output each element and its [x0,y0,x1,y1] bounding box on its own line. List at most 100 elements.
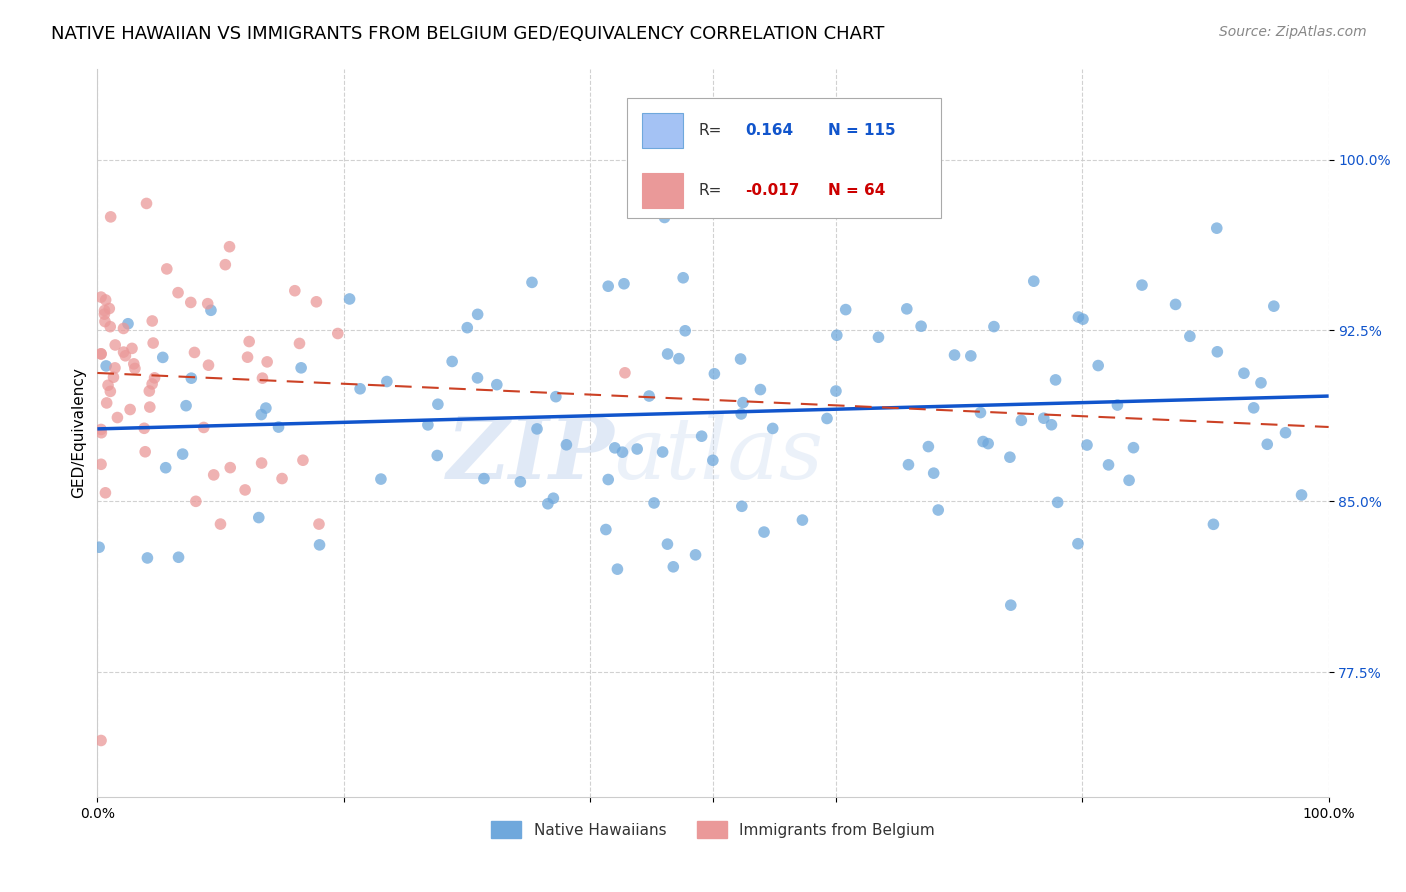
Point [183,345,205,359]
Text: NATIVE HAWAIIAN VS IMMIGRANTS FROM BELGIUM GED/EQUIVALENCY CORRELATION CHART: NATIVE HAWAIIAN VS IMMIGRANTS FROM BELGI… [51,25,884,43]
Point [141,314,163,328]
Point [288,336,311,351]
Point [1243,401,1265,415]
Point [134,421,156,435]
Point [638,389,661,403]
Point [673,324,696,338]
Point [375,375,398,389]
Point [731,395,754,409]
Point [254,401,277,415]
Point [1040,417,1063,432]
Point [654,211,676,225]
Point [197,296,219,310]
Point [155,460,177,475]
Point [156,261,179,276]
Text: R=: R= [699,123,721,138]
Point [922,466,945,480]
Point [467,371,489,385]
Point [1256,437,1278,451]
Point [94,359,117,373]
Point [93,303,115,318]
Point [537,497,560,511]
Point [291,453,314,467]
Point [972,434,994,449]
Point [1202,517,1225,532]
Point [339,292,361,306]
Point [1130,278,1153,293]
Point [180,295,202,310]
Point [910,319,932,334]
Point [731,500,754,514]
Point [114,349,136,363]
Point [1067,310,1090,324]
Point [139,400,162,414]
Point [90,290,112,304]
Point [308,517,330,532]
Point [142,336,165,351]
Point [1107,398,1129,412]
Text: -0.017: -0.017 [745,183,800,198]
Point [308,538,330,552]
Point [520,276,543,290]
Point [509,475,531,489]
Point [1122,441,1144,455]
Point [983,319,1005,334]
Point [209,517,232,532]
Point [441,354,464,368]
Text: N = 115: N = 115 [828,123,896,138]
Point [603,441,626,455]
Point [467,307,489,321]
Point [1022,274,1045,288]
Point [943,348,966,362]
Point [180,371,202,385]
Point [703,367,725,381]
Point [606,562,628,576]
Point [752,524,775,539]
Point [672,270,695,285]
Point [103,370,125,384]
Point [138,384,160,398]
Point [256,355,278,369]
Point [136,551,159,566]
Point [1274,425,1296,440]
Point [526,422,548,436]
Point [152,351,174,365]
Point [349,382,371,396]
Point [730,407,752,421]
Point [90,422,112,436]
Point [305,294,328,309]
Point [122,357,145,371]
Point [90,347,112,361]
Point [543,491,565,506]
Point [730,351,752,366]
FancyBboxPatch shape [641,113,683,148]
Point [290,360,312,375]
Point [1205,221,1227,235]
FancyBboxPatch shape [641,173,683,208]
Point [167,550,190,565]
Point [233,483,256,497]
Point [94,293,117,307]
Point [370,472,392,486]
Point [969,406,991,420]
Point [651,445,673,459]
Point [93,307,115,321]
Point [247,510,270,524]
Point [167,285,190,300]
Point [998,450,1021,465]
Point [134,444,156,458]
Point [834,302,856,317]
Point [94,485,117,500]
Point [1071,312,1094,326]
Point [98,319,121,334]
Point [100,210,122,224]
Point [977,436,1000,450]
Point [250,408,273,422]
Point [326,326,349,341]
Point [690,429,713,443]
Point [657,537,679,551]
Point [112,345,135,359]
Point [202,467,225,482]
Text: 0.164: 0.164 [745,123,793,138]
Point [613,277,636,291]
